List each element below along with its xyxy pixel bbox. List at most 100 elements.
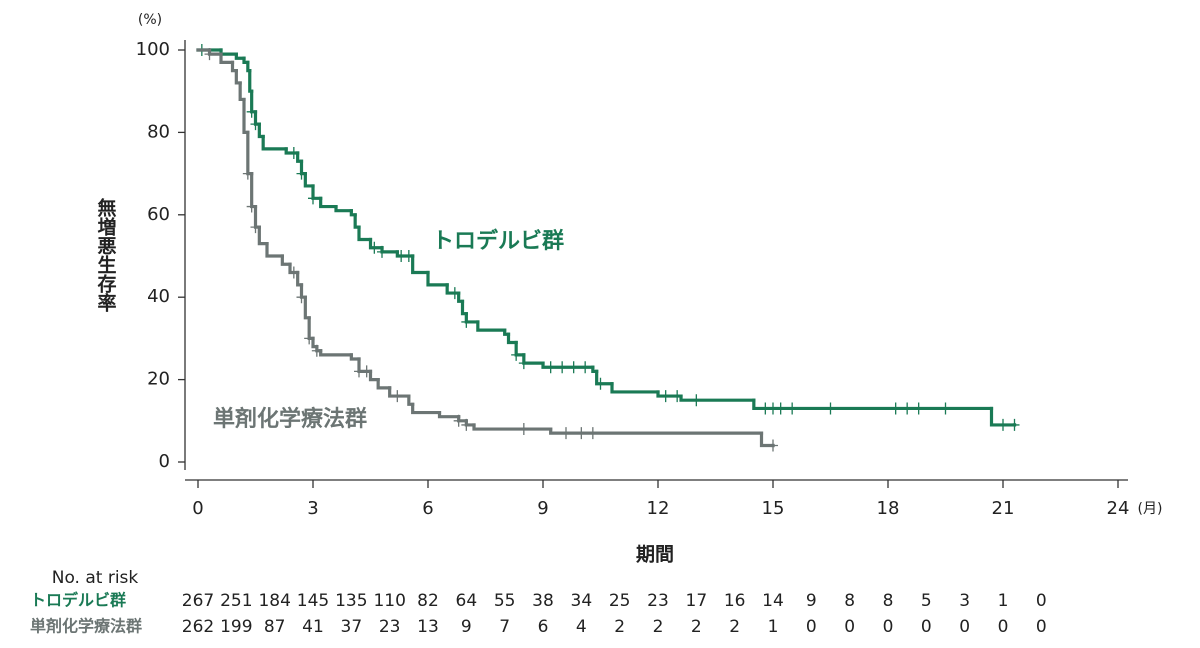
risk-count: 37 bbox=[341, 617, 363, 637]
survival-step bbox=[476, 320, 507, 332]
risk-count: 64 bbox=[456, 591, 478, 611]
risk-count: 0 bbox=[921, 617, 932, 637]
risk-count: 4 bbox=[576, 617, 587, 637]
censor-mark bbox=[557, 361, 568, 374]
censor-mark bbox=[545, 361, 556, 374]
risk-count: 0 bbox=[959, 617, 970, 637]
x-unit: (月) bbox=[1138, 501, 1163, 517]
survival-step bbox=[514, 340, 526, 357]
censor-mark bbox=[308, 192, 318, 205]
censor-mark bbox=[940, 402, 951, 415]
risk-count: 184 bbox=[258, 591, 290, 611]
survival-step bbox=[246, 130, 254, 176]
survival-step bbox=[460, 299, 468, 316]
censor-mark bbox=[461, 418, 472, 431]
y-tick-label: 100 bbox=[136, 39, 170, 60]
y-tick-label: 20 bbox=[147, 369, 170, 390]
censor-mark bbox=[403, 250, 414, 262]
censor-mark bbox=[250, 118, 261, 131]
survival-step bbox=[506, 332, 518, 345]
x-tick-label: 6 bbox=[422, 498, 433, 519]
censor-mark bbox=[576, 427, 587, 440]
censor-mark bbox=[361, 365, 372, 378]
survival-step bbox=[311, 184, 323, 200]
y-unit: (%) bbox=[138, 12, 162, 28]
risk-count: 0 bbox=[998, 617, 1009, 637]
censor-mark bbox=[242, 167, 253, 180]
x-tick-label: 24 bbox=[1107, 498, 1130, 519]
risk-count: 6 bbox=[538, 617, 549, 637]
risk-count: 38 bbox=[532, 591, 554, 611]
risk-count: 110 bbox=[373, 591, 405, 611]
survival-step bbox=[257, 225, 269, 246]
censor-mark bbox=[672, 390, 683, 403]
censor-mark bbox=[913, 402, 924, 415]
censor-mark bbox=[449, 287, 460, 300]
censor-mark bbox=[998, 418, 1008, 431]
survival-step bbox=[234, 69, 242, 85]
survival-step bbox=[242, 97, 250, 134]
x-tick-label: 3 bbox=[307, 498, 318, 519]
censor-mark bbox=[296, 167, 307, 180]
censor-mark bbox=[250, 221, 261, 234]
survival-step bbox=[368, 369, 380, 382]
survival-step bbox=[368, 237, 384, 250]
survival-step bbox=[319, 196, 338, 209]
x-tick-label: 0 bbox=[192, 498, 203, 519]
risk-count: 34 bbox=[571, 591, 593, 611]
survival-step bbox=[445, 283, 461, 295]
risk-count: 14 bbox=[762, 591, 784, 611]
risk-count: 23 bbox=[379, 617, 401, 637]
risk-count: 82 bbox=[417, 591, 439, 611]
censor-mark bbox=[890, 402, 901, 415]
survival-step bbox=[752, 398, 994, 411]
censor-mark bbox=[561, 427, 571, 440]
survival-step bbox=[357, 225, 373, 242]
risk-count: 267 bbox=[182, 591, 214, 611]
censor-mark bbox=[511, 348, 522, 361]
survival-step bbox=[248, 69, 254, 93]
risk-count: 0 bbox=[1036, 591, 1047, 611]
risk-count: 0 bbox=[1036, 617, 1047, 637]
survival-step bbox=[265, 242, 284, 258]
censor-mark bbox=[518, 357, 529, 370]
risk-row-label: トロデルビ群 bbox=[30, 591, 126, 610]
censor-mark bbox=[580, 361, 591, 374]
risk-count: 5 bbox=[921, 591, 932, 611]
risk-count: 0 bbox=[844, 617, 855, 637]
risk-count: 2 bbox=[614, 617, 625, 637]
censor-mark bbox=[775, 402, 786, 415]
x-tick-label: 21 bbox=[992, 498, 1015, 519]
risk-count: 3 bbox=[959, 591, 970, 611]
y-axis-label: 無増悪生存率 bbox=[95, 197, 117, 313]
risk-count: 135 bbox=[335, 591, 367, 611]
risk-count: 8 bbox=[844, 591, 855, 611]
censor-mark bbox=[246, 200, 257, 213]
x-tick-label: 12 bbox=[647, 498, 670, 519]
risk-count: 1 bbox=[998, 591, 1009, 611]
censor-mark bbox=[392, 390, 403, 403]
risk-count: 16 bbox=[724, 591, 746, 611]
risk-count: 8 bbox=[883, 591, 894, 611]
survival-step bbox=[261, 134, 288, 151]
risk-count: 199 bbox=[220, 617, 252, 637]
survival-step bbox=[549, 427, 764, 435]
survival-step bbox=[357, 357, 373, 373]
survival-step bbox=[411, 402, 442, 415]
survival-step bbox=[411, 254, 430, 275]
survival-step bbox=[353, 213, 361, 229]
survival-step bbox=[219, 52, 235, 64]
survival-step bbox=[349, 353, 361, 361]
censor-mark bbox=[311, 344, 322, 357]
survival-step bbox=[610, 382, 660, 394]
x-tick-label: 15 bbox=[762, 498, 785, 519]
risk-row-label: 単剤化学療法群 bbox=[30, 617, 142, 636]
y-tick-label: 60 bbox=[147, 204, 170, 225]
censor-mark bbox=[691, 394, 702, 407]
series-annotation: トロデルビ群 bbox=[432, 228, 564, 254]
censor-mark bbox=[902, 402, 913, 415]
censor-mark bbox=[369, 241, 380, 254]
survival-step bbox=[234, 52, 246, 60]
x-axis-label: 期間 bbox=[636, 544, 674, 566]
censor-mark bbox=[787, 402, 798, 415]
